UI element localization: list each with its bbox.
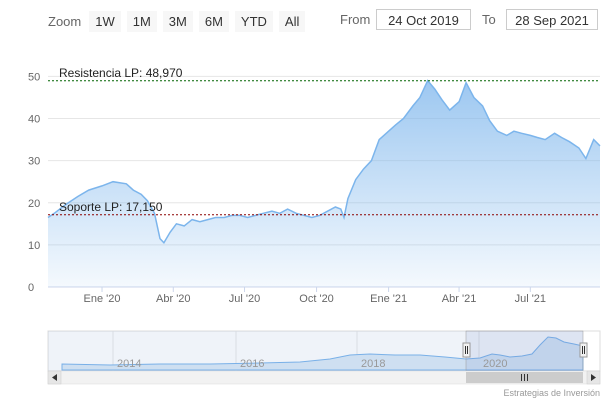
y-axis: 0 10 20 30 40 50 — [28, 71, 40, 294]
y-tick-label: 10 — [28, 240, 40, 252]
zoom-label: Zoom — [48, 13, 82, 29]
resistance-label: Resistencia LP: 48,970 — [59, 66, 183, 80]
zoom-1m-button[interactable]: 1M — [126, 10, 157, 32]
scrollbar-grip-icon — [521, 374, 528, 381]
y-tick-label: 40 — [28, 114, 40, 126]
navigator-left-handle[interactable] — [462, 342, 471, 358]
navigator-label-2020: 2020 — [483, 358, 507, 370]
x-tick-label: Jul '20 — [229, 293, 260, 305]
to-date-input[interactable]: 28 Sep 2021 — [506, 9, 598, 30]
x-tick-label: Jul '21 — [515, 293, 546, 305]
series-line — [47, 79, 601, 245]
zoom-3m-button[interactable]: 3M — [162, 10, 193, 32]
y-tick-label: 50 — [28, 71, 40, 83]
x-tick-label: Ene '21 — [370, 293, 407, 305]
x-tick-label: Ene '20 — [84, 293, 121, 305]
series-area — [48, 80, 600, 287]
x-tick-label: Oct '20 — [299, 293, 334, 305]
from-label: From — [340, 12, 371, 27]
navigator-area — [61, 336, 584, 371]
zoom-toolbar: Zoom 1W 1M 3M 6M YTD All — [48, 10, 311, 32]
y-tick-label: 30 — [28, 156, 40, 168]
navigator-mask — [48, 331, 466, 371]
navigator-label-2018: 2018 — [361, 358, 385, 370]
zoom-1w-button[interactable]: 1W — [89, 10, 121, 32]
zoom-6m-button[interactable]: 6M — [198, 10, 229, 32]
y-tick-label: 20 — [28, 198, 40, 210]
x-axis: Ene '20 Abr '20 Jul '20 Oct '20 Ene '21 Abr '… — [48, 286, 600, 305]
y-tick-label: 0 — [28, 282, 34, 294]
arrow-right-icon — [591, 374, 596, 381]
support-label: Soporte LP: 17,150 — [59, 200, 163, 214]
x-tick-label: Abr '21 — [442, 293, 477, 305]
navigator-right-handle[interactable] — [579, 342, 588, 358]
navigator-label-2016: 2016 — [240, 358, 264, 370]
x-tick-label: Abr '20 — [156, 293, 191, 305]
to-label: To — [482, 12, 496, 27]
zoom-ytd-button[interactable]: YTD — [234, 10, 273, 32]
credits-text: Estrategias de Inversión — [503, 388, 600, 398]
arrow-left-icon — [52, 374, 57, 381]
from-date-input[interactable]: 24 Oct 2019 — [376, 9, 471, 30]
zoom-all-button[interactable]: All — [278, 10, 306, 32]
navigator-label-2014: 2014 — [117, 358, 141, 370]
